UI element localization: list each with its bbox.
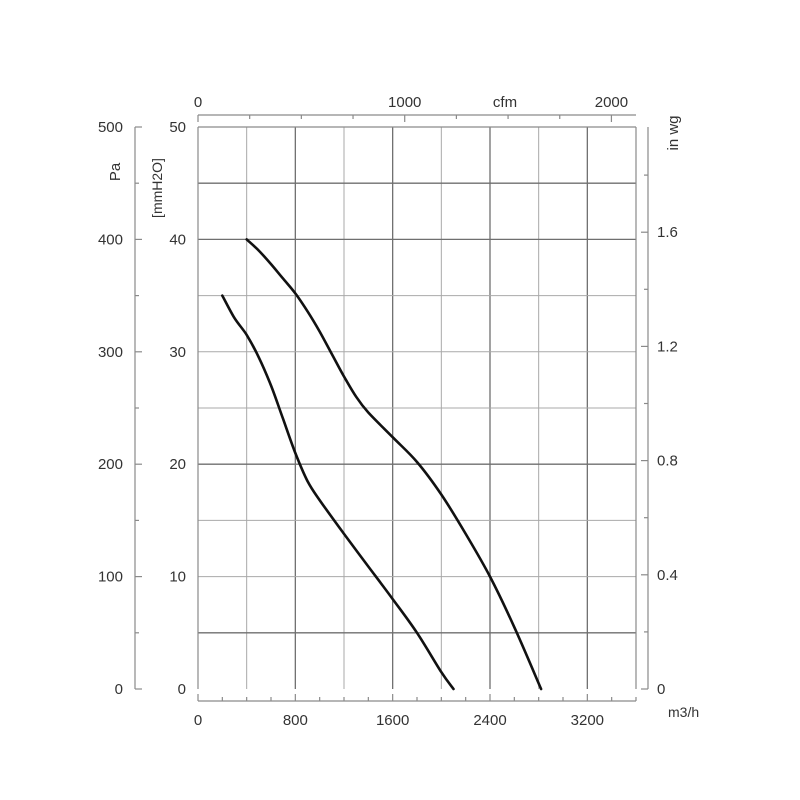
top-tick-label: 0 [194,94,202,111]
y-tick-label: 50 [169,119,186,136]
pa-tick-label: 200 [98,456,123,473]
in-wg-tick-label: 0.8 [657,453,678,470]
pa-tick-label: 0 [115,681,123,698]
pa-tick-label: 300 [98,344,123,361]
top-tick-label: 2000 [595,94,628,111]
performance-curve-1 [221,294,455,691]
x-axis-unit: m3/h [668,704,699,720]
curves [221,238,543,691]
y-axis-right-unit: in wg [665,115,682,150]
y-axis-outer-unit: Pa [107,162,124,181]
y-tick-label: 0 [178,681,186,698]
x-tick-label: 3200 [571,712,604,729]
in-wg-tick-label: 1.6 [657,224,678,241]
pa-tick-label: 100 [98,569,123,586]
pa-tick-label: 500 [98,119,123,136]
performance-curve-2 [245,238,543,691]
y-tick-label: 20 [169,456,186,473]
top-tick-label: 1000 [388,94,421,111]
in-wg-tick-label: 1.2 [657,338,678,355]
x-tick-label: 2400 [473,712,506,729]
top-axis-unit: cfm [493,94,517,111]
x-tick-label: 0 [194,712,202,729]
in-wg-tick-label: 0 [657,681,665,698]
in-wg-tick-label: 0.4 [657,567,678,584]
grid [198,127,636,689]
x-tick-label: 800 [283,712,308,729]
x-tick-label: 1600 [376,712,409,729]
y-tick-label: 30 [169,344,186,361]
axis-labels: m3/h cfm Pa [mmH2O] in wg [107,94,699,720]
y-tick-label: 10 [169,569,186,586]
y-tick-label: 40 [169,231,186,248]
y-axis-unit: [mmH2O] [149,158,165,218]
pa-tick-label: 400 [98,231,123,248]
